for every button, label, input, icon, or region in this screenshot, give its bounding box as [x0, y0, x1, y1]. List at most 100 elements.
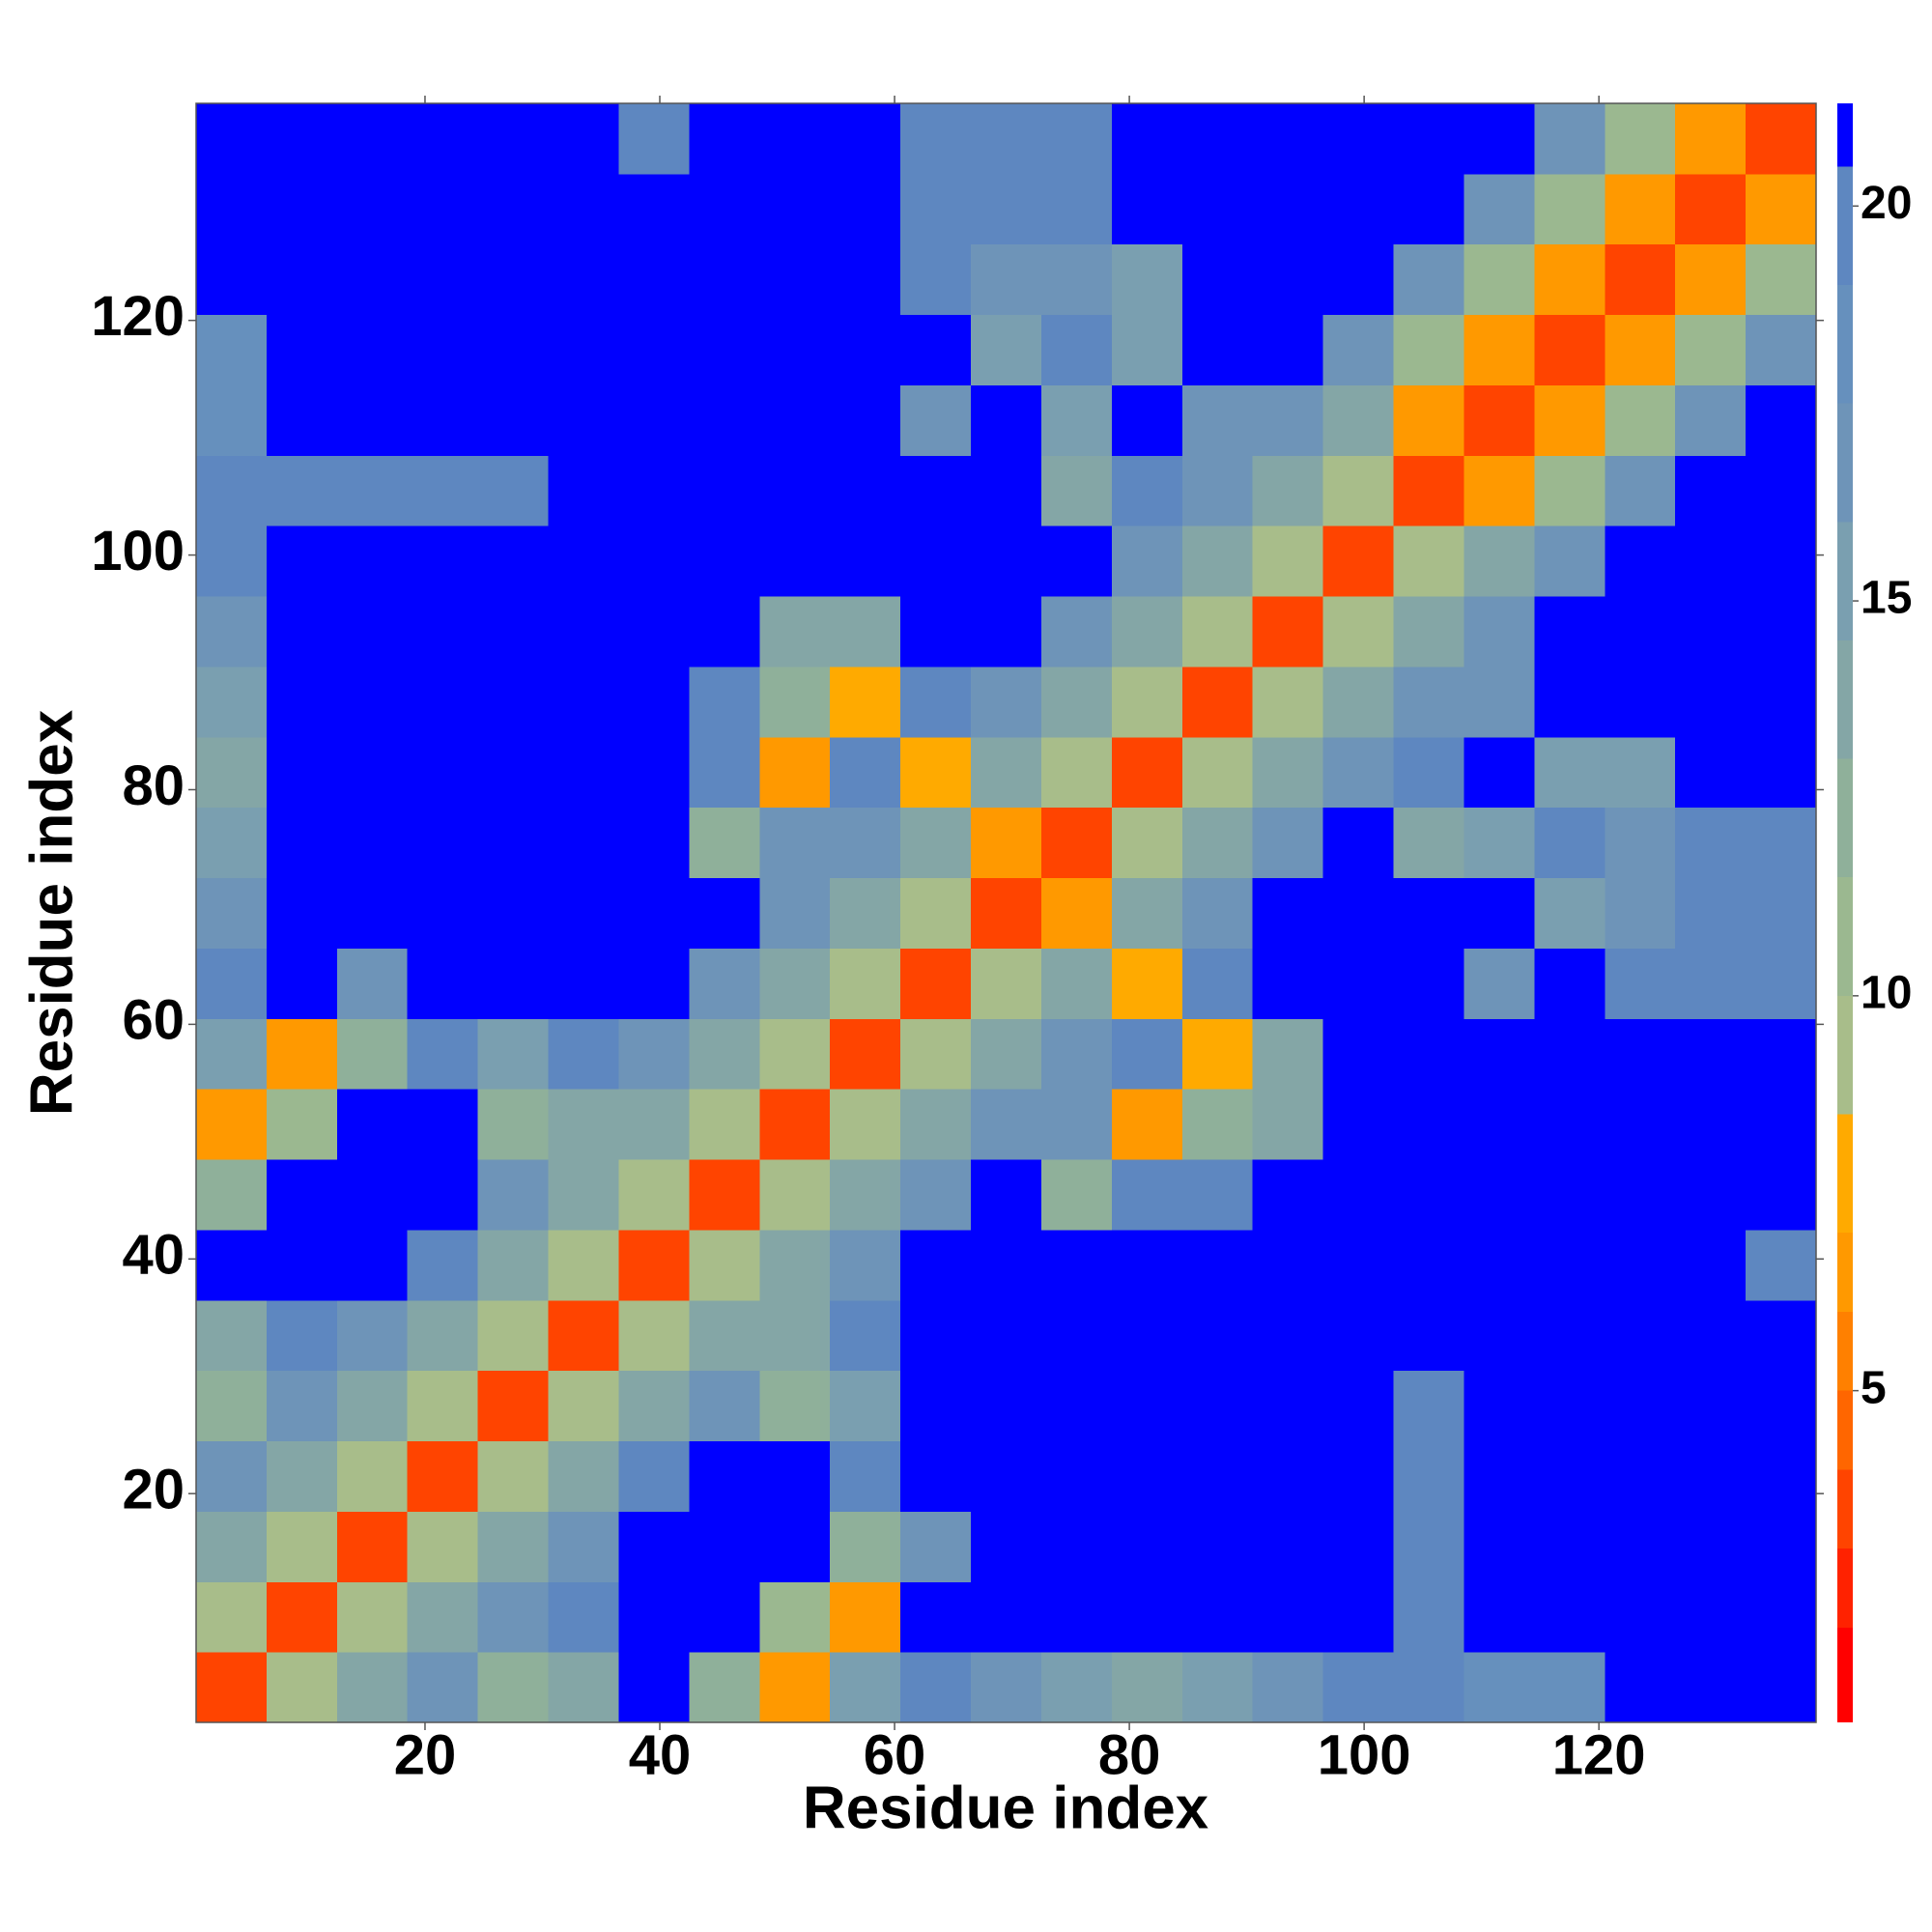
heatmap-cell	[477, 596, 550, 668]
heatmap-cell	[1252, 384, 1324, 456]
heatmap-cell	[759, 1018, 831, 1090]
heatmap-cell	[689, 877, 760, 949]
heatmap-cell	[336, 384, 409, 456]
heatmap-cell	[1463, 877, 1535, 949]
heatmap-cell	[759, 1089, 831, 1160]
y-tick-label: 20	[122, 1459, 185, 1521]
heatmap-cell	[1534, 173, 1605, 245]
heatmap-cell	[196, 1018, 268, 1090]
heatmap-cell	[477, 1652, 550, 1723]
heatmap-cell	[1040, 455, 1113, 526]
heatmap-cell	[477, 1018, 550, 1090]
heatmap-cell	[477, 1299, 550, 1372]
heatmap-cell	[1675, 666, 1747, 738]
heatmap-cell	[900, 1652, 972, 1723]
heatmap-cell	[407, 877, 479, 949]
y-tick-label: 120	[91, 285, 185, 348]
heatmap-cell	[1605, 1370, 1676, 1442]
heatmap-cell	[1322, 243, 1395, 316]
heatmap-cell	[618, 1511, 690, 1582]
heatmap-cell	[1322, 1440, 1395, 1512]
heatmap-cell	[1252, 1159, 1324, 1231]
heatmap-cell	[477, 455, 550, 526]
heatmap-cell	[1393, 243, 1464, 316]
heatmap-cell	[1181, 666, 1254, 738]
heatmap-cell	[1675, 596, 1747, 668]
heatmap-cell	[1605, 736, 1676, 809]
heatmap-cell	[830, 1299, 901, 1372]
heatmap-cell	[407, 384, 479, 456]
heatmap-cell	[971, 526, 1042, 597]
heatmap-cell	[1534, 1018, 1605, 1090]
heatmap-cell	[1746, 1511, 1817, 1582]
heatmap-cell	[971, 807, 1042, 879]
heatmap-cell	[830, 1581, 901, 1653]
heatmap-cell	[477, 243, 550, 316]
heatmap-cell	[196, 596, 268, 668]
heatmap-cell	[196, 1440, 268, 1512]
heatmap-cell	[1111, 1299, 1183, 1372]
heatmap-cell	[759, 1581, 831, 1653]
heatmap-cell	[1746, 1018, 1817, 1090]
heatmap-cell	[196, 173, 268, 245]
heatmap-cell	[1463, 455, 1535, 526]
heatmap-cell	[830, 1229, 901, 1301]
heatmap-cell	[1252, 1440, 1324, 1512]
heatmap-cell	[1040, 948, 1113, 1019]
heatmap-cell	[1322, 666, 1395, 738]
heatmap-cell	[407, 1581, 479, 1653]
heatmap-cell	[900, 736, 972, 809]
heatmap-cell	[689, 1089, 760, 1160]
heatmap-cell	[477, 1440, 550, 1512]
heatmap-cell	[1111, 1018, 1183, 1090]
heatmap-cell	[196, 1511, 268, 1582]
heatmap-cell	[266, 1581, 338, 1653]
heatmap-cell	[1675, 1299, 1747, 1372]
heatmap-cell	[971, 596, 1042, 668]
heatmap-cell	[759, 526, 831, 597]
heatmap-cell	[1040, 1299, 1113, 1372]
heatmap-cell	[759, 243, 831, 316]
heatmap-cell	[830, 1018, 901, 1090]
heatmap-cell	[618, 1440, 690, 1512]
heatmap-cell	[759, 807, 831, 879]
heatmap-cell	[689, 243, 760, 316]
heatmap-cell	[196, 1229, 268, 1301]
heatmap-cell	[900, 1299, 972, 1372]
heatmap-cell	[618, 807, 690, 879]
heatmap-cell	[689, 1299, 760, 1372]
heatmap-cell	[196, 948, 268, 1019]
heatmap-cell	[477, 736, 550, 809]
heatmap-cell	[1463, 1229, 1535, 1301]
heatmap-cell	[689, 455, 760, 526]
heatmap-cell	[1322, 1159, 1395, 1231]
heatmap-cell	[1393, 1581, 1464, 1653]
heatmap-cell	[548, 1159, 619, 1231]
heatmap-cell	[477, 314, 550, 385]
heatmap-cell	[759, 103, 831, 175]
heatmap-cell	[548, 455, 619, 526]
heatmap-cell	[1322, 1229, 1395, 1301]
heatmap-cell	[971, 1018, 1042, 1090]
heatmap-cell	[618, 666, 690, 738]
heatmap-cell	[1675, 736, 1747, 809]
heatmap-cell	[266, 1089, 338, 1160]
heatmap-cell	[1322, 455, 1395, 526]
heatmap-cell	[196, 666, 268, 738]
heatmap-cell	[618, 1299, 690, 1372]
heatmap-cell	[1040, 1018, 1113, 1090]
heatmap-cell	[1040, 1229, 1113, 1301]
heatmap-cell	[1111, 173, 1183, 245]
colorbar-segment	[1837, 403, 1853, 523]
heatmap-cell	[407, 1440, 479, 1512]
heatmap-cell	[1111, 596, 1183, 668]
heatmap-cell	[1111, 1581, 1183, 1653]
heatmap-cell	[477, 877, 550, 949]
heatmap-cell	[1393, 1089, 1464, 1160]
heatmap-cell	[1605, 243, 1676, 316]
heatmap-cell	[407, 1089, 479, 1160]
heatmap-cell	[830, 173, 901, 245]
heatmap-cell	[971, 173, 1042, 245]
heatmap-cell	[1181, 807, 1254, 879]
